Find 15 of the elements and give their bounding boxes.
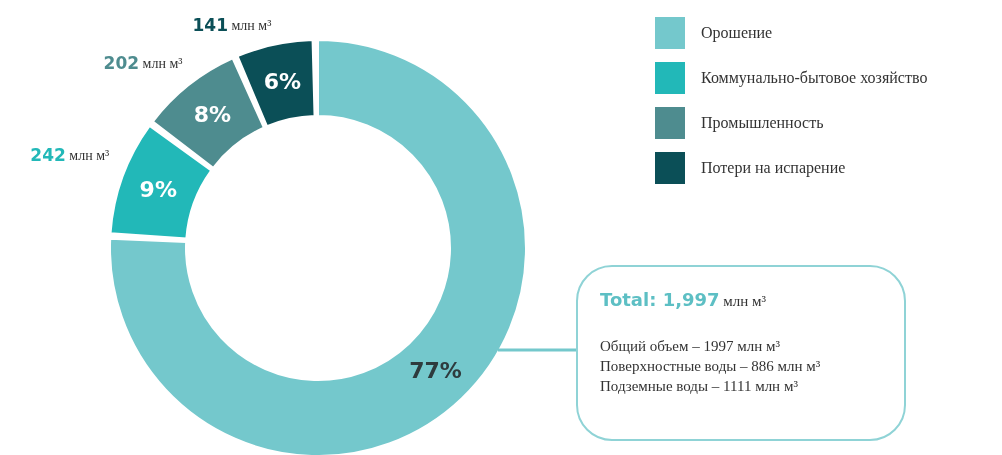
- text: 242 млн м³: [30, 144, 110, 165]
- data-label: 9%: [139, 177, 177, 203]
- text: 141 млн м³: [192, 14, 272, 35]
- legend-label: Промышленность: [701, 113, 824, 132]
- legend-label: Коммунально-бытовое хозяйство: [701, 68, 928, 87]
- text: 202 млн м³: [103, 53, 183, 74]
- text: Общий объем – 1997 млн м³: [600, 337, 781, 356]
- legend-label: Орошение: [701, 23, 773, 42]
- data-label: 8%: [193, 102, 232, 128]
- legend-label: Потери на испарение: [701, 158, 846, 177]
- data-label: 6%: [263, 69, 301, 95]
- text: Подземные воды – 1111 млн м³: [600, 377, 799, 396]
- text: Поверхностные воды – 886 млн м³: [600, 357, 822, 376]
- data-label: 77%: [409, 358, 462, 384]
- text: Total: 1,997 млн м³: [600, 289, 767, 310]
